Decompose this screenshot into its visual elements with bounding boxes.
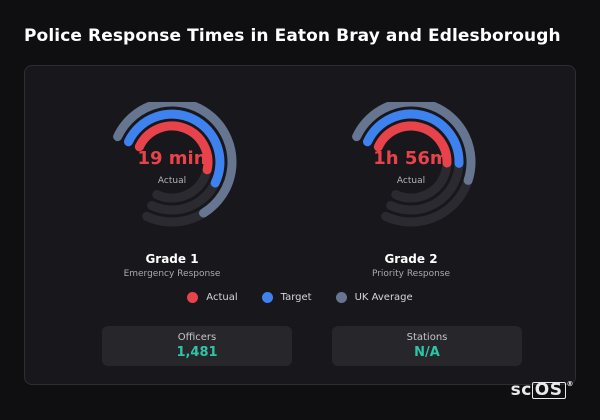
gauge-value: 1h 56m	[373, 148, 449, 169]
gauge-chart	[113, 102, 237, 227]
legend-item-uk-average: UK Average	[335, 292, 413, 303]
legend-item-actual: Actual	[187, 292, 238, 303]
stat-value: 1,481	[176, 345, 218, 360]
uk-average-dot-icon	[335, 292, 347, 303]
stat-value: N/A	[414, 345, 440, 360]
gauge-value-label: Actual	[157, 176, 187, 186]
actual-arc	[373, 121, 452, 168]
page-title: Police Response Times in Eaton Bray and …	[24, 26, 561, 46]
stat-officers: Officers 1,481	[102, 326, 292, 366]
target-arc	[124, 109, 225, 188]
target-arc	[363, 109, 464, 168]
scos-logo: sc OS ®	[510, 380, 574, 400]
legend-label: UK Average	[354, 292, 413, 303]
legend-item-target: Target	[261, 292, 312, 303]
stat-label: Officers	[177, 332, 217, 343]
grade-title: Grade 1	[145, 252, 199, 266]
stat-stations: Stations N/A	[332, 326, 522, 366]
grade-subtitle: Priority Response	[371, 269, 451, 279]
target-dot-icon	[261, 292, 273, 303]
gauge-value-label: Actual	[396, 176, 426, 186]
stat-label: Stations	[406, 332, 448, 343]
uk-average-arc	[113, 102, 237, 218]
legend-label: Target	[280, 292, 312, 303]
legend-label: Actual	[206, 292, 238, 303]
grade-title: Grade 2	[384, 252, 438, 266]
response-card: 19 min Actual Grade 1 Emergency Response…	[24, 65, 576, 385]
gauge-value: 19 min	[137, 148, 207, 169]
legend: Actual Target UK Average	[25, 292, 575, 303]
actual-arc	[134, 121, 213, 175]
uk-average-arc	[352, 102, 476, 185]
gauge-grade-2: 1h 56m Actual Grade 2 Priority Response	[331, 102, 491, 279]
gauge-grade-1: 19 min Actual Grade 1 Emergency Response	[92, 102, 252, 279]
gauge-chart	[352, 102, 476, 227]
grade-subtitle: Emergency Response	[123, 269, 221, 279]
actual-dot-icon	[187, 292, 199, 303]
